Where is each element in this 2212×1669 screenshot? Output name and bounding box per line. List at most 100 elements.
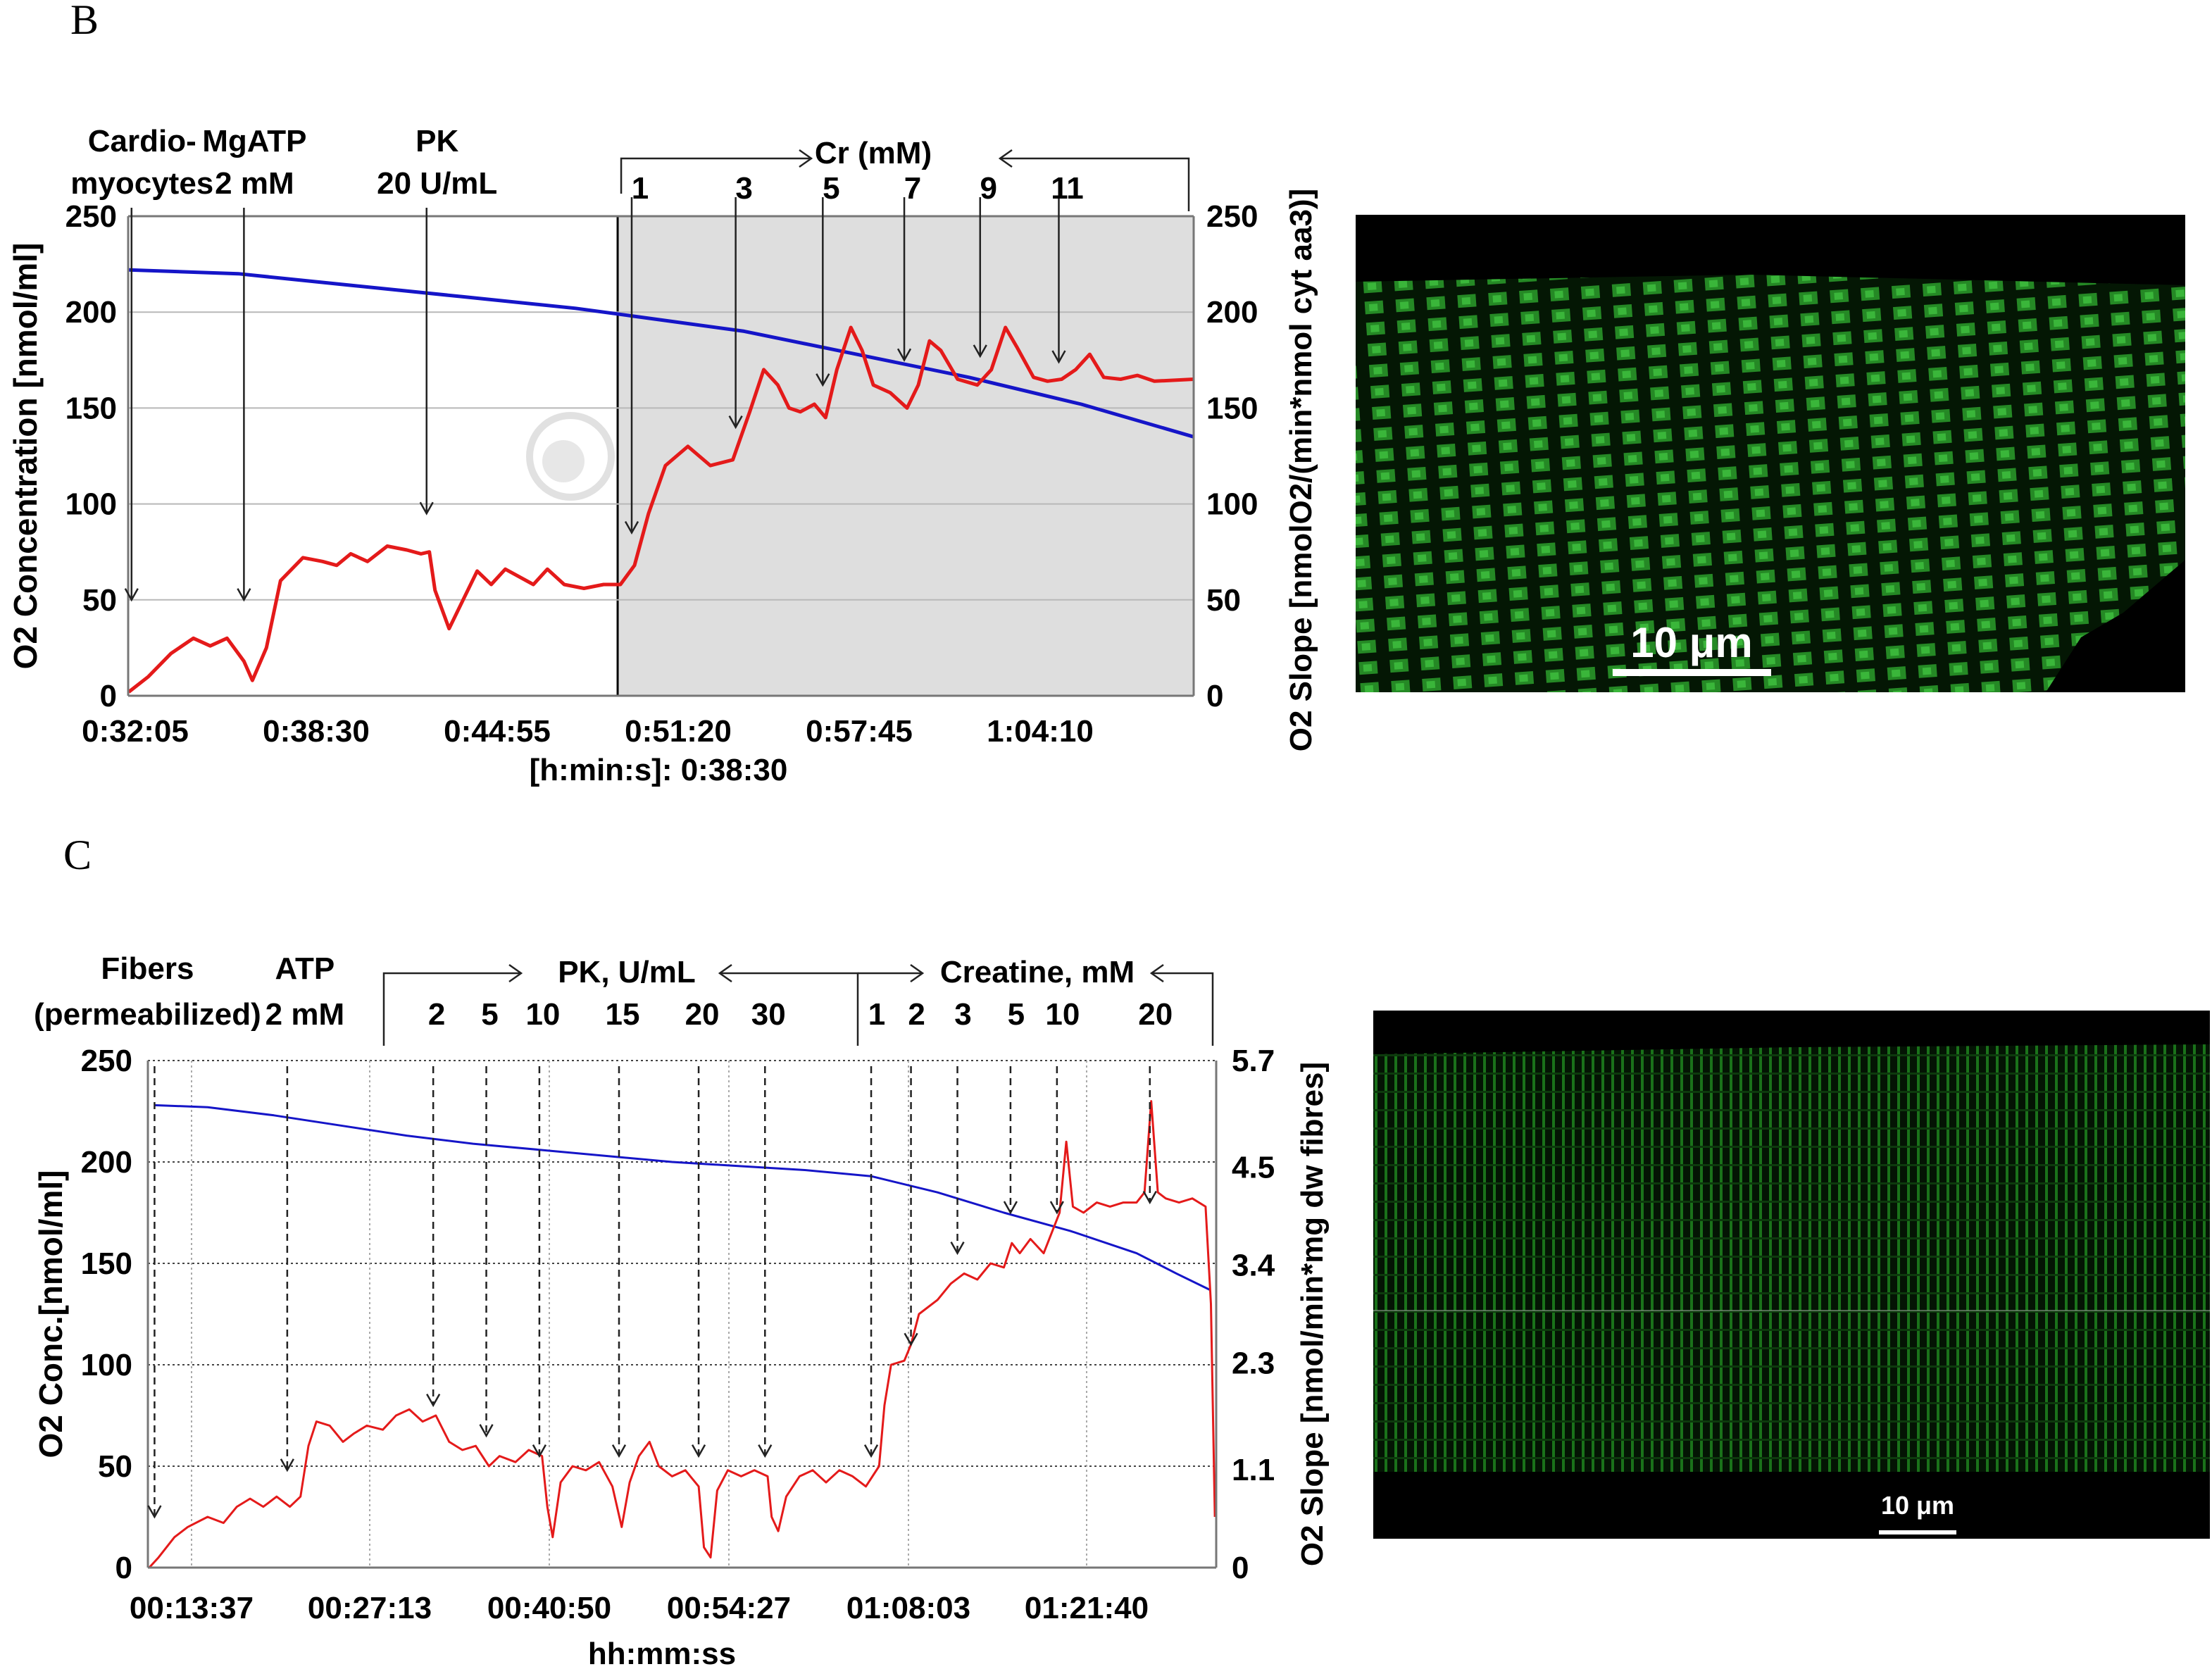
x-axis-title: [h:min:s]: 0:38:30 [530,753,788,787]
addition-arrowhead [237,588,251,602]
addition-arrow-head [147,1505,162,1519]
addition-arrowhead [816,373,830,387]
addition-arrowhead [1051,350,1066,364]
x-axis-title: hh:mm:ss [588,1637,736,1669]
y-left-tick-label: 150 [81,1246,132,1281]
y-right-tick-label: 0 [1206,679,1223,713]
creatine-group-label: Creatine, mM [940,955,1135,989]
y-left-tick-label: 250 [65,199,117,234]
pk-addition-arrow-head [691,1444,706,1458]
x-tick-label: 0:32:05 [82,714,189,749]
x-tick-label: 00:40:50 [487,1591,611,1625]
addition-label: 11 [1051,171,1084,206]
pk-addition-arrow-head [426,1393,441,1408]
addition-label: PK [415,124,458,158]
y-right-tick-label: 200 [1206,295,1258,330]
cr-bracket-right-head [998,149,1013,168]
x-tick-label: 0:44:55 [444,714,551,749]
x-tick-label: 0:57:45 [806,714,913,749]
addition-label: 2 mM [265,997,344,1032]
addition-arrowhead [728,415,743,430]
watermark-center [542,440,585,482]
addition-label: 9 [980,171,997,206]
y-left-tick-label: 250 [81,1044,132,1078]
creatine-addition-label: 10 [1045,997,1080,1032]
micrograph-cardiomyocyte: 10 μm [1356,215,2185,692]
x-tick-label: 00:27:13 [308,1591,432,1625]
micrograph-b-image: 10 μm [1356,215,2185,692]
y-right-tick-label: 2.3 [1232,1346,1275,1380]
series-o2-slope [127,325,1194,694]
x-tick-label: 00:13:37 [130,1591,254,1625]
pk-bracket-right [720,972,859,1046]
y-left-tick-label: 50 [98,1449,132,1484]
y-right-tick-label: 5.7 [1232,1044,1275,1078]
addition-arrowhead [124,588,139,602]
creatine-addition-label: 20 [1138,997,1173,1032]
addition-label: 20 U/mL [377,166,497,201]
pk-addition-label: 15 [606,997,640,1032]
pk-group-label: PK, U/mL [558,955,696,989]
x-tick-label: 1:04:10 [987,714,1094,749]
y-right-tick-label: 3.4 [1232,1249,1275,1283]
creatine-bracket-left-head [910,963,925,983]
pk-addition-label: 10 [525,997,560,1032]
y-right-tick-label: 100 [1206,487,1258,522]
creatine-addition-arrow-head [1142,1190,1157,1205]
y-left-tick-label: 50 [82,583,117,618]
micrograph-c-image: 10 μm [1373,1011,2210,1539]
pk-addition-label: 5 [481,997,498,1032]
y-right-axis-title: O2 Slope [nmolO2/(min*nmol cyt aa3)] [1284,189,1318,751]
y-left-tick-label: 100 [81,1348,132,1382]
creatine-addition-arrow-head [950,1241,965,1256]
chart-b: 0 50 100 150 200 250 0 50 100 150 200 250 0:32:05 0:3… [7,124,1318,787]
y-left-axis-title: O2 Concentration [nmol/ml] [7,243,44,670]
creatine-bracket-right-head [1149,963,1164,983]
series-o2-slope [148,1100,1216,1569]
cr-bracket-left [620,157,810,194]
pk-addition-label: 30 [751,997,786,1032]
cr-group-label: Cr (mM) [815,136,932,170]
addition-label: 3 [735,171,752,206]
scale-label-c: 10 μm [1881,1491,1954,1520]
creatine-addition-arrow-head [1003,1201,1018,1215]
addition-label: 2 mM [215,166,294,201]
watermark-ring [526,412,615,501]
addition-label: 5 [823,171,839,206]
pk-addition-arrow-head [611,1444,627,1458]
pk-bracket-left-head [508,963,523,983]
creatine-addition-label: 2 [908,997,925,1032]
creatine-bracket-right [1151,972,1214,1046]
addition-label: myocytes [70,166,213,201]
y-left-tick-label: 200 [81,1145,132,1180]
x-tick-label: 00:54:27 [667,1591,791,1625]
pk-addition-arrow-head [532,1444,547,1458]
addition-label: ATP [275,951,335,986]
y-left-axis-title: O2 Conc.[nmol/ml] [32,1170,69,1458]
chart-c: 0 50 100 150 200 250 0 1.1 2.3 3.4 4.5 5.7 00:13:37 0… [32,951,1330,1669]
x-tick-label: 0:51:20 [625,714,732,749]
panel-label-b: B [70,0,99,43]
y-left-tick-label: 200 [65,295,117,330]
addition-arrowhead [419,501,434,515]
addition-label: 1 [632,171,649,206]
creatine-addition-label: 1 [868,997,885,1032]
x-tick-label: 0:38:30 [263,714,370,749]
pk-addition-arrow-head [758,1444,773,1458]
series-o2-concentration [154,1104,1211,1291]
panel-label-c: C [63,832,92,878]
pk-addition-arrow-head [479,1424,494,1438]
y-left-tick-label: 100 [65,487,117,522]
y-right-tick-label: 250 [1206,199,1258,234]
creatine-addition-label: 3 [954,997,971,1032]
addition-arrow-head [280,1458,294,1473]
addition-label: 7 [904,171,921,206]
addition-label: (permeabilized) [34,997,261,1032]
creatine-addition-label: 5 [1008,997,1025,1032]
pk-bracket-left [382,972,521,1046]
y-right-tick-label: 1.1 [1232,1453,1275,1487]
y-right-tick-label: 150 [1206,391,1258,425]
y-right-axis-title: O2 Slope [nmol/min*mg dw fibres] [1295,1062,1330,1566]
addition-label: Cardio- [88,124,196,158]
addition-label: Fibers [101,951,194,986]
